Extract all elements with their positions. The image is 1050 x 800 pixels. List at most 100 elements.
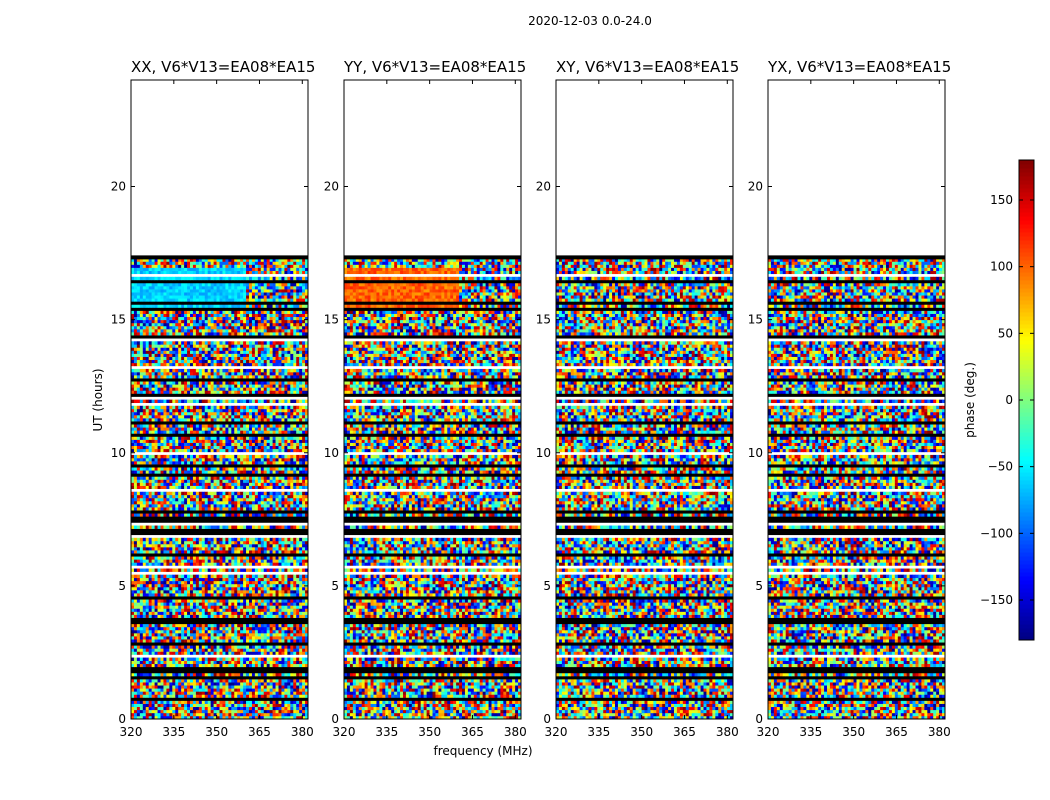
heatmap-cell <box>199 541 202 544</box>
heatmap-cell <box>175 569 178 572</box>
heatmap-cell <box>137 633 140 636</box>
heatmap-cell <box>166 651 169 654</box>
heatmap-cell <box>161 593 164 596</box>
heatmap-cell <box>225 559 228 562</box>
heatmap-cell <box>220 602 223 605</box>
heatmap-cell <box>249 639 252 642</box>
heatmap-cell <box>231 541 234 544</box>
heatmap-cell <box>228 575 231 578</box>
heatmap-cell <box>146 590 149 593</box>
heatmap-cell <box>264 688 267 691</box>
heatmap-cell <box>296 701 299 704</box>
heatmap-cell <box>163 645 166 648</box>
heatmap-cell <box>146 615 149 618</box>
heatmap-cell <box>140 538 143 541</box>
heatmap-cell <box>264 694 267 697</box>
heatmap-cell <box>270 605 273 608</box>
heatmap-cell <box>287 581 290 584</box>
heatmap-cell <box>302 581 305 584</box>
heatmap-cell <box>152 636 155 639</box>
heatmap-cell <box>276 562 279 565</box>
heatmap-cell <box>140 599 143 602</box>
heatmap-cell <box>243 578 246 581</box>
heatmap-cell <box>178 658 181 661</box>
heatmap-cell <box>293 630 296 633</box>
heatmap-cell <box>228 541 231 544</box>
heatmap-cell <box>196 581 199 584</box>
heatmap-cell <box>299 645 302 648</box>
heatmap-cell <box>222 701 225 704</box>
heatmap-cell <box>190 679 193 682</box>
heatmap-cell <box>255 556 258 559</box>
heatmap-cell <box>258 627 261 630</box>
heatmap-cell <box>302 639 305 642</box>
heatmap-cell <box>267 581 270 584</box>
heatmap-cell <box>246 605 249 608</box>
heatmap-cell <box>299 569 302 572</box>
heatmap-cell <box>258 707 261 710</box>
heatmap-cell <box>217 624 220 627</box>
heatmap-cell <box>287 685 290 688</box>
heatmap-cell <box>237 627 240 630</box>
heatmap-cell <box>290 569 293 572</box>
heatmap-cell <box>134 636 137 639</box>
heatmap-cell <box>258 575 261 578</box>
heatmap-cell <box>273 593 276 596</box>
heatmap-cell <box>175 636 178 639</box>
heatmap-cell <box>255 685 258 688</box>
heatmap-cell <box>199 547 202 550</box>
heatmap-cell <box>158 612 161 615</box>
heatmap-cell <box>296 636 299 639</box>
heatmap-cell <box>152 612 155 615</box>
heatmap-cell <box>172 541 175 544</box>
heatmap-cell <box>196 578 199 581</box>
heatmap-cell <box>299 608 302 611</box>
heatmap-cell <box>217 612 220 615</box>
heatmap-cell <box>196 648 199 651</box>
heatmap-cell <box>205 538 208 541</box>
heatmap-cell <box>149 608 152 611</box>
heatmap-cell <box>225 682 228 685</box>
heatmap-cell <box>163 578 166 581</box>
heatmap-cell <box>261 513 264 516</box>
heatmap-cell <box>169 569 172 572</box>
heatmap-cell <box>237 569 240 572</box>
heatmap-cell <box>196 704 199 707</box>
heatmap-cell <box>155 661 158 664</box>
heatmap-cell <box>237 562 240 565</box>
heatmap-cell <box>149 679 152 682</box>
heatmap-cell <box>258 587 261 590</box>
heatmap-cell <box>296 704 299 707</box>
heatmap-cell <box>293 679 296 682</box>
heatmap-cell <box>222 673 225 676</box>
heatmap-cell <box>276 513 279 516</box>
heatmap-cell <box>163 559 166 562</box>
heatmap-cell <box>161 651 164 654</box>
heatmap-cell <box>222 685 225 688</box>
heatmap-cell <box>293 651 296 654</box>
heatmap-cell <box>237 682 240 685</box>
heatmap-cell <box>193 544 196 547</box>
heatmap-cell <box>166 569 169 572</box>
heatmap-cell <box>284 587 287 590</box>
heatmap-cell <box>217 701 220 704</box>
heatmap-cell <box>155 664 158 667</box>
heatmap-cell <box>279 526 282 529</box>
heatmap-cell <box>181 593 184 596</box>
heatmap-cell <box>255 544 258 547</box>
heatmap-cell <box>246 550 249 553</box>
heatmap-cell <box>161 633 164 636</box>
heatmap-cell <box>217 526 220 529</box>
heatmap-cell <box>196 569 199 572</box>
heatmap-cell <box>255 602 258 605</box>
heatmap-cell <box>190 710 193 713</box>
heatmap-cell <box>140 584 143 587</box>
heatmap-cell <box>281 547 284 550</box>
heatmap-cell <box>187 615 190 618</box>
heatmap-cell <box>231 526 234 529</box>
heatmap-cell <box>290 575 293 578</box>
heatmap-cell <box>237 661 240 664</box>
heatmap-cell <box>246 569 249 572</box>
heatmap-cell <box>143 575 146 578</box>
heatmap-cell <box>193 701 196 704</box>
